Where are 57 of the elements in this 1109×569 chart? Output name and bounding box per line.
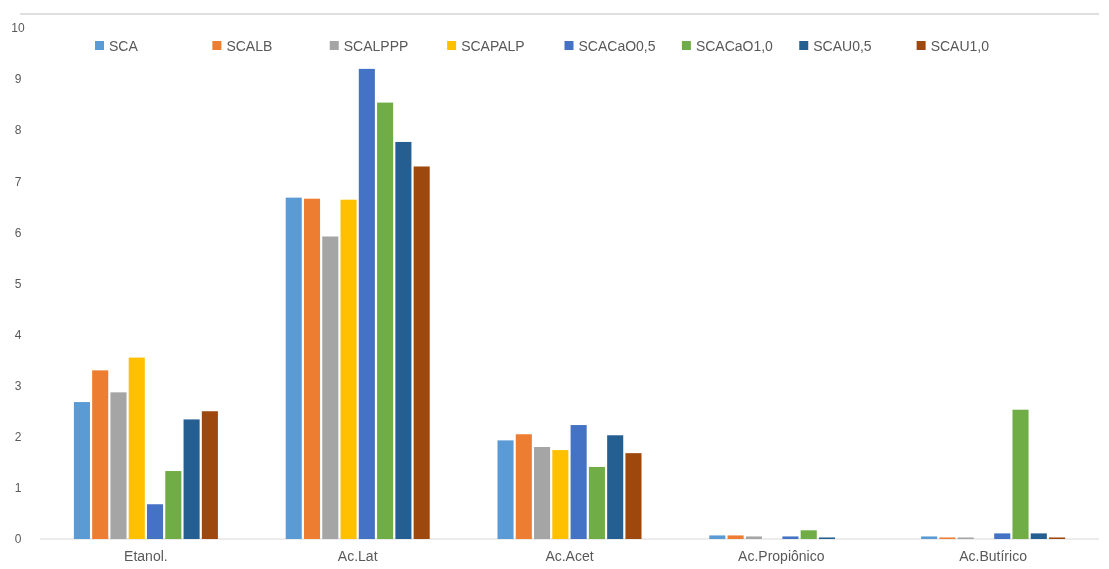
legend-label: SCAPALP xyxy=(461,37,525,54)
bar xyxy=(800,530,817,539)
y-tick-label: 0 xyxy=(14,532,22,547)
y-tick-label: 6 xyxy=(14,225,22,240)
bar xyxy=(165,471,182,539)
bar xyxy=(515,434,532,539)
bar xyxy=(395,141,412,539)
y-tick-label: 1 xyxy=(14,481,22,496)
bar xyxy=(709,535,726,539)
y-tick-label: 2 xyxy=(14,430,22,444)
bar xyxy=(201,411,218,539)
bar xyxy=(413,166,430,539)
bar xyxy=(1030,533,1047,539)
bar xyxy=(727,535,744,539)
y-tick-label: 3 xyxy=(14,378,22,393)
bar xyxy=(994,533,1011,539)
bar xyxy=(303,198,321,539)
bar xyxy=(552,450,569,539)
bar xyxy=(625,453,642,539)
bar xyxy=(497,440,514,539)
bar xyxy=(358,68,375,539)
legend-label: SCALB xyxy=(226,37,273,54)
bar xyxy=(92,370,109,539)
bar xyxy=(147,504,164,539)
legend-label: SCACaO0,5 xyxy=(578,37,656,54)
bar xyxy=(588,466,605,539)
legend-label: SCA xyxy=(109,37,139,54)
bar xyxy=(128,357,145,539)
bar xyxy=(782,536,799,539)
legend-label: SCALPPP xyxy=(343,37,409,54)
bar xyxy=(534,447,551,539)
legend-label: SCAU0,5 xyxy=(813,37,872,54)
legend-label: SCAU1,0 xyxy=(930,37,990,54)
y-tick-label: 7 xyxy=(14,174,22,189)
bar xyxy=(73,402,90,539)
y-tick-label: 8 xyxy=(14,123,22,138)
y-tick-label: 4 xyxy=(14,327,22,342)
bar xyxy=(1012,409,1029,539)
y-tick-label: 5 xyxy=(14,276,22,291)
bar xyxy=(110,392,127,539)
bar xyxy=(322,236,339,539)
bar xyxy=(340,199,357,539)
bar xyxy=(921,536,938,539)
y-tick-label: 10 xyxy=(11,21,25,36)
bar xyxy=(285,197,302,539)
x-tick-label: Ac.Propiônico xyxy=(738,548,825,564)
bar xyxy=(377,102,394,539)
x-tick-label: Etanol. xyxy=(124,548,168,564)
bar xyxy=(745,536,762,539)
bar xyxy=(607,435,624,539)
bar xyxy=(183,419,200,539)
bar xyxy=(570,425,587,539)
y-tick-label: 9 xyxy=(14,72,22,87)
x-tick-label: Ac.Lat xyxy=(337,548,378,564)
x-tick-label: Ac.Butírico xyxy=(959,548,1028,564)
x-tick-label: Ac.Acet xyxy=(545,548,594,564)
legend-label: SCACaO1,0 xyxy=(695,37,774,54)
